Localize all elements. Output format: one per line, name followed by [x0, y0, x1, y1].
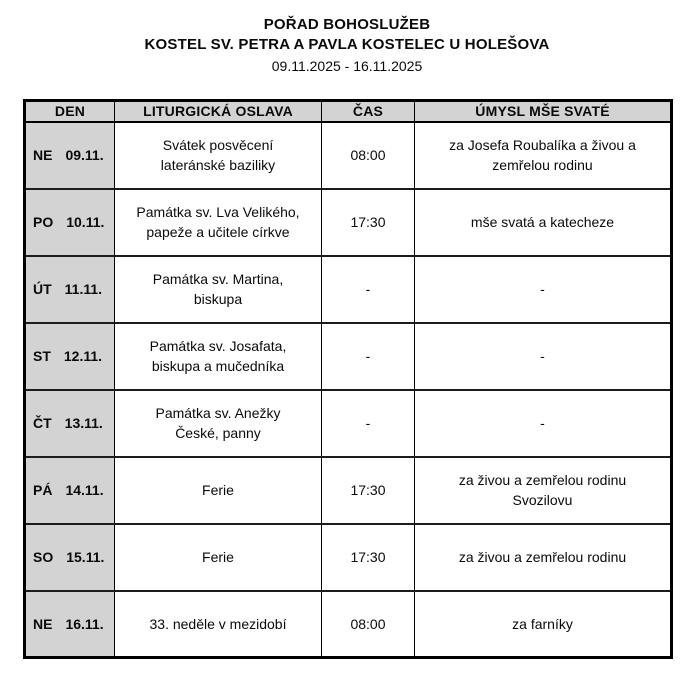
day-abbr: ČT — [33, 415, 52, 431]
time-cell: 08:00 — [321, 589, 415, 658]
liturgy-cell: Památka sv. Josafata, biskupa a mučedník… — [114, 321, 322, 390]
table-row: NE 09.11. Svátek posvěcení lateránské baz… — [24, 120, 672, 189]
table-row: ÚT 11.11. Památka sv. Martina, biskupa - … — [24, 254, 672, 323]
table-row: PO 10.11. Památka sv. Lva Velikého, papež… — [24, 187, 672, 256]
day-cell: NE 16.11. — [24, 589, 115, 658]
day-date: 14.11. — [65, 482, 104, 498]
time-cell: 17:30 — [321, 455, 415, 524]
day-abbr: SO — [33, 549, 54, 565]
intention-cell: - — [414, 254, 672, 323]
day-date: 13.11. — [64, 415, 103, 431]
liturgy-cell: 33. neděle v mezidobí — [114, 589, 322, 658]
day-abbr: ÚT — [33, 281, 52, 297]
day-abbr: PO — [33, 214, 54, 230]
intention-cell: mše svatá a katecheze — [414, 187, 672, 256]
day-date: 09.11. — [65, 147, 104, 163]
intention-cell: za živou a zemřelou rodinu Svozilovu — [414, 455, 672, 524]
day-abbr: PÁ — [33, 482, 53, 498]
time-cell: 17:30 — [321, 187, 415, 256]
day-abbr: ST — [33, 348, 51, 364]
church-name: KOSTEL SV. PETRA A PAVLA KOSTELEC U HOLE… — [144, 36, 550, 53]
time-cell: 08:00 — [321, 120, 415, 189]
liturgy-cell: Ferie — [114, 522, 322, 591]
time-cell: - — [321, 321, 415, 390]
day-abbr: NE — [33, 147, 53, 163]
day-date: 12.11. — [63, 348, 103, 364]
table-row: ČT 13.11. Památka sv. Anežky České, panny… — [24, 388, 672, 457]
time-cell: 17:30 — [321, 522, 415, 591]
document-header: POŘAD BOHOSLUŽEB KOSTEL SV. PETRA A PAVL… — [0, 0, 694, 77]
day-cell: ÚT 11.11. — [24, 254, 115, 323]
day-cell: PO 10.11. — [24, 187, 115, 256]
table-row: NE 16.11. 33. neděle v mezidobí 08:00 za … — [24, 589, 672, 658]
day-abbr: NE — [33, 615, 53, 632]
liturgy-cell: Svátek posvěcení lateránské baziliky — [114, 120, 322, 189]
day-cell: SO 15.11. — [24, 522, 115, 591]
day-date: 11.11. — [64, 281, 103, 297]
intention-cell: za živou a zemřelou rodinu — [414, 522, 672, 591]
liturgy-cell: Památka sv. Martina, biskupa — [114, 254, 322, 323]
schedule-table: DEN LITURGICKÁ OSLAVA ČAS ÚMYSL MŠE SVAT… — [23, 99, 673, 659]
column-header-liturgy: LITURGICKÁ OSLAVA — [114, 100, 322, 123]
liturgy-cell: Ferie — [114, 455, 322, 524]
table-row: ST 12.11. Památka sv. Josafata, biskupa a… — [24, 321, 672, 390]
day-cell: ČT 13.11. — [24, 388, 115, 457]
time-cell: - — [321, 254, 415, 323]
day-cell: PÁ 14.11. — [24, 455, 115, 524]
date-range: 09.11.2025 - 16.11.2025 — [271, 58, 423, 74]
column-header-intention: ÚMYSL MŠE SVATÉ — [414, 100, 672, 123]
table-header-row: DEN LITURGICKÁ OSLAVA ČAS ÚMYSL MŠE SVAT… — [24, 100, 672, 123]
day-cell: NE 09.11. — [24, 120, 115, 189]
intention-cell: - — [414, 388, 672, 457]
page-title: POŘAD BOHOSLUŽEB — [263, 16, 431, 33]
day-date: 10.11. — [66, 214, 105, 230]
day-date: 15.11. — [66, 549, 105, 565]
liturgy-cell: Památka sv. Anežky České, panny — [114, 388, 322, 457]
intention-cell: - — [414, 321, 672, 390]
column-header-day: DEN — [24, 100, 115, 123]
day-date: 16.11. — [65, 615, 104, 632]
liturgy-cell: Památka sv. Lva Velikého, papeže a učite… — [114, 187, 322, 256]
day-cell: ST 12.11. — [24, 321, 115, 390]
intention-cell: za Josefa Roubalíka a živou a zemřelou r… — [414, 120, 672, 189]
time-cell: - — [321, 388, 415, 457]
table-row: SO 15.11. Ferie 17:30 za živou a zemřelou… — [24, 522, 672, 591]
table-row: PÁ 14.11. Ferie 17:30 za živou a zemřelou… — [24, 455, 672, 524]
column-header-time: ČAS — [321, 100, 415, 123]
intention-cell: za farníky — [414, 589, 672, 658]
